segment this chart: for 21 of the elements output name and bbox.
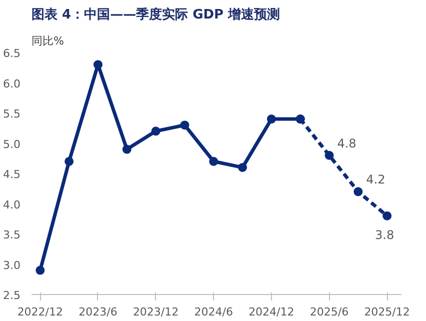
y-tick-label: 6.0 [3, 77, 21, 90]
y-tick-label: 3.0 [3, 258, 21, 272]
y-tick-label: 5.0 [3, 138, 21, 151]
data-label: 4.2 [366, 172, 386, 187]
x-tick-label: 2024/12 [248, 306, 294, 318]
x-tick-label: 2025/6 [310, 306, 349, 318]
data-label: 4.8 [337, 136, 356, 150]
x-tick-label: 2023/6 [78, 306, 118, 318]
data-label: 3.8 [375, 228, 394, 242]
y-tick-label: 2.5 [3, 289, 21, 302]
x-tick-label: 2022/12 [17, 306, 64, 318]
chart-title: 图表 4：中国——季度实际 GDP 增速预测 [32, 6, 280, 22]
y-axis-title: 同比% [32, 34, 64, 48]
y-tick-label: 4.5 [3, 168, 21, 181]
x-tick-label: 2024/6 [194, 306, 233, 318]
x-tick-label: 2025/12 [364, 306, 410, 318]
y-tick-label: 5.5 [3, 108, 21, 120]
y-tick-label: 3.5 [3, 228, 21, 242]
y-tick-label: 4.0 [3, 198, 21, 212]
y-tick-label: 6.5 [3, 47, 21, 60]
x-tick-label: 2023/12 [132, 306, 179, 318]
